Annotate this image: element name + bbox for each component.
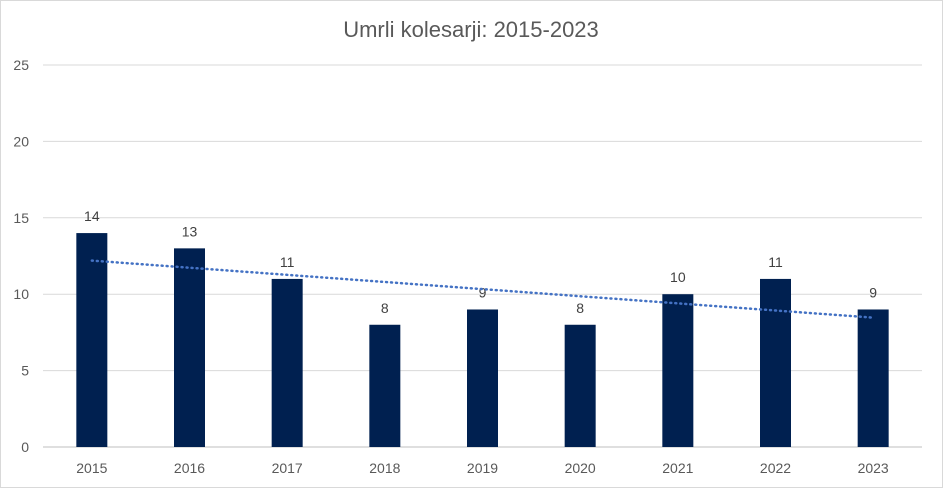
y-tick-label: 20 — [13, 133, 29, 149]
x-tick-label-2020: 2020 — [565, 460, 596, 476]
y-tick-label: 5 — [21, 363, 29, 379]
x-tick-label-2019: 2019 — [467, 460, 498, 476]
x-tick-label-2016: 2016 — [174, 460, 205, 476]
bar-2017 — [271, 278, 303, 447]
y-tick-label: 25 — [13, 57, 29, 73]
bar-2015 — [76, 233, 108, 447]
x-tick-label-2023: 2023 — [858, 460, 889, 476]
data-label-2023: 9 — [869, 284, 877, 300]
chart-title: Umrli kolesarji: 2015-2023 — [343, 17, 599, 42]
bar-2023 — [857, 309, 889, 447]
bar-2020 — [564, 324, 596, 447]
data-label-2021: 10 — [670, 269, 686, 285]
x-tick-label-2022: 2022 — [760, 460, 791, 476]
bar-2019 — [467, 309, 498, 447]
data-label-2018: 8 — [381, 300, 389, 316]
data-labels: 14 13 11 8 9 8 10 11 9 — [84, 208, 877, 316]
data-label-2019: 9 — [479, 284, 487, 300]
bars — [76, 233, 889, 447]
x-tick-label-2015: 2015 — [76, 460, 107, 476]
x-axis-ticks: 2015 2016 2017 2018 2019 2020 2021 2022 2023 — [76, 460, 889, 476]
y-tick-label: 0 — [21, 439, 29, 455]
data-label-2017: 11 — [280, 254, 295, 270]
data-label-2015: 14 — [84, 208, 100, 224]
trendline-group — [90, 259, 875, 319]
bar-2018 — [369, 324, 401, 447]
bar-2022 — [760, 278, 791, 447]
x-tick-label-2017: 2017 — [272, 460, 303, 476]
bar-2016 — [174, 248, 205, 447]
data-label-2020: 8 — [576, 300, 584, 316]
y-tick-label: 15 — [13, 210, 29, 226]
y-axis-ticks: 0 5 10 15 20 25 — [13, 57, 29, 455]
trendline — [90, 259, 875, 319]
x-tick-label-2021: 2021 — [662, 460, 693, 476]
bar-2021 — [662, 294, 694, 447]
y-tick-label: 10 — [13, 286, 29, 302]
data-label-2022: 11 — [768, 254, 783, 270]
data-label-2016: 13 — [182, 223, 198, 239]
x-tick-label-2018: 2018 — [369, 460, 400, 476]
